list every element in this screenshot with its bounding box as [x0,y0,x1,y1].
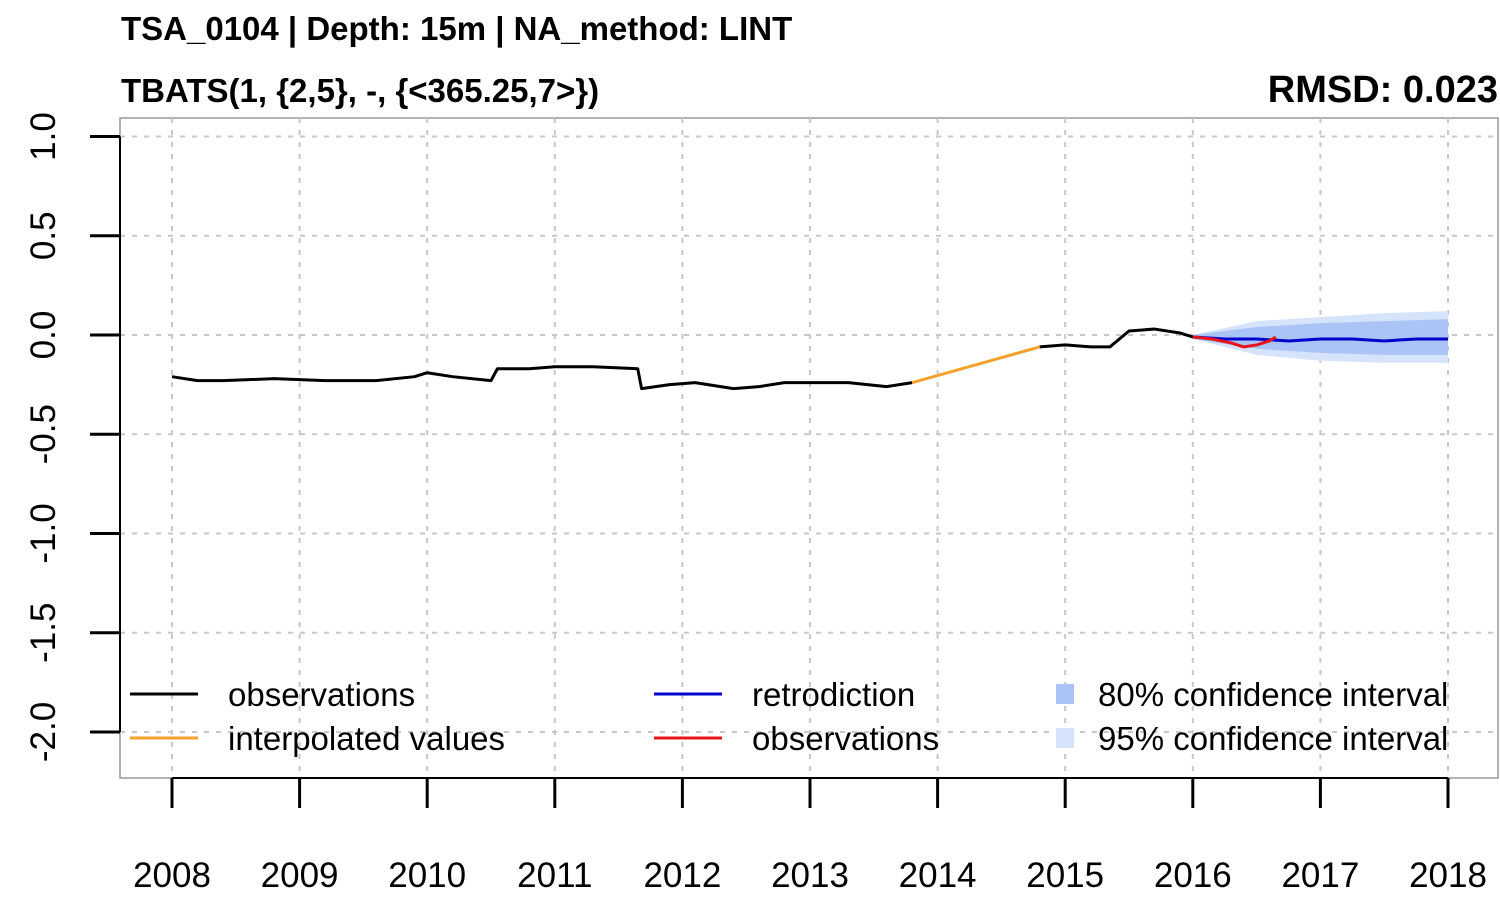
legend-swatch-ci95 [1056,728,1074,748]
x-tick-label: 2013 [771,856,849,895]
legend-label: 80% confidence interval [1098,676,1448,713]
series-line-observations [1039,327,1194,349]
x-tick-label: 2008 [133,856,211,895]
series-line-observations_test [1192,335,1277,349]
chart-title: TSA_0104 | Depth: 15m | NA_method: LINT [121,10,793,47]
series-line-interpolated [911,345,1041,385]
series-line-retrodiction [1192,335,1448,343]
legend-swatch-ci80 [1056,684,1074,704]
y-tick-label: -1.0 [24,503,63,563]
y-tick-label: -1.5 [24,603,63,663]
y-tick-label: 0.5 [24,211,63,260]
legend: observations interpolated values retrodict… [130,676,1448,757]
y-axis: -2.0 -1.5 -1.0 -0.5 0.0 0.5 1.0 [24,112,121,762]
confidence-bands [1192,311,1448,363]
x-tick-label: 2014 [899,856,977,895]
y-tick-label: -2.0 [24,702,63,762]
rmsd-label: RMSD: 0.023 [1267,69,1498,111]
legend-label: retrodiction [752,676,915,713]
series-line-observations [171,365,913,391]
legend-label: interpolated values [228,720,505,757]
y-tick-label: -0.5 [24,404,63,464]
series-lines [171,327,1448,391]
x-tick-label: 2011 [517,856,592,895]
y-tick-label: 1.0 [24,112,63,161]
x-tick-label: 2009 [261,856,339,895]
grid-lines [120,118,1498,778]
x-tick-label: 2018 [1409,856,1487,895]
legend-label: observations [228,676,415,713]
x-tick-label: 2016 [1154,856,1232,895]
legend-label: observations [752,720,939,757]
legend-label: 95% confidence interval [1098,720,1448,757]
x-tick-label: 2017 [1281,856,1359,895]
chart-subtitle: TBATS(1, {2,5}, -, {<365.25,7>}) [121,72,600,109]
y-tick-label: 0.0 [24,311,63,360]
x-tick-label: 2010 [388,856,466,895]
x-tick-label: 2012 [643,856,721,895]
x-axis: 2008 2009 2010 2011 2012 2013 2014 2015 2016 2017… [133,777,1487,895]
band-ci80 [1192,319,1448,355]
x-tick-label: 2015 [1026,856,1104,895]
